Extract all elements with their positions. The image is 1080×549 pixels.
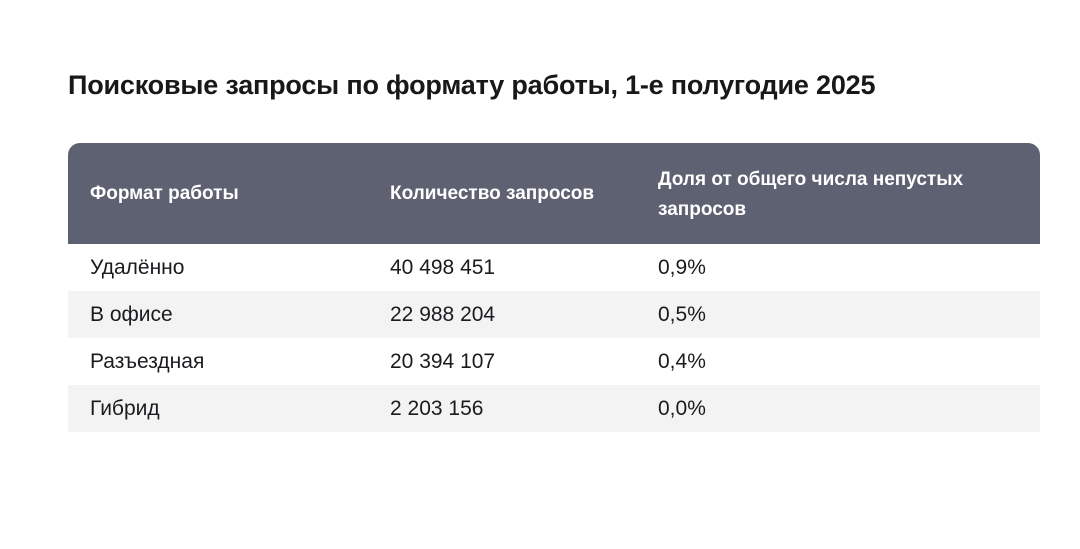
- cell-count: 22 988 204: [390, 303, 496, 326]
- cell-format: Разъездная: [90, 350, 205, 373]
- table-row: В офисе 22 988 204 0,5%: [68, 291, 1040, 338]
- cell-format: Удалённо: [90, 256, 185, 279]
- cell-format: Гибрид: [90, 397, 160, 420]
- table-header: Формат работы Количество запросов Доля о…: [68, 143, 1040, 244]
- cell-count: 40 498 451: [390, 256, 496, 279]
- cell-share: 0,5%: [658, 303, 706, 326]
- table-row: Гибрид 2 203 156 0,0%: [68, 385, 1040, 432]
- data-table: Формат работы Количество запросов Доля о…: [68, 143, 1040, 432]
- cell-format: В офисе: [90, 303, 173, 326]
- column-header-share: Доля от общего числа непустых запросов: [658, 169, 964, 220]
- column-header-format: Формат работы: [90, 183, 239, 204]
- column-header-count: Количество запросов: [390, 183, 595, 204]
- table-row: Удалённо 40 498 451 0,9%: [68, 244, 1040, 291]
- table-row: Разъездная 20 394 107 0,4%: [68, 338, 1040, 385]
- cell-share: 0,4%: [658, 350, 706, 373]
- table-title: Поисковые запросы по формату работы, 1-е…: [68, 70, 876, 100]
- cell-share: 0,0%: [658, 397, 706, 420]
- cell-count: 2 203 156: [390, 397, 484, 420]
- cell-share: 0,9%: [658, 256, 706, 279]
- cell-count: 20 394 107: [390, 350, 496, 373]
